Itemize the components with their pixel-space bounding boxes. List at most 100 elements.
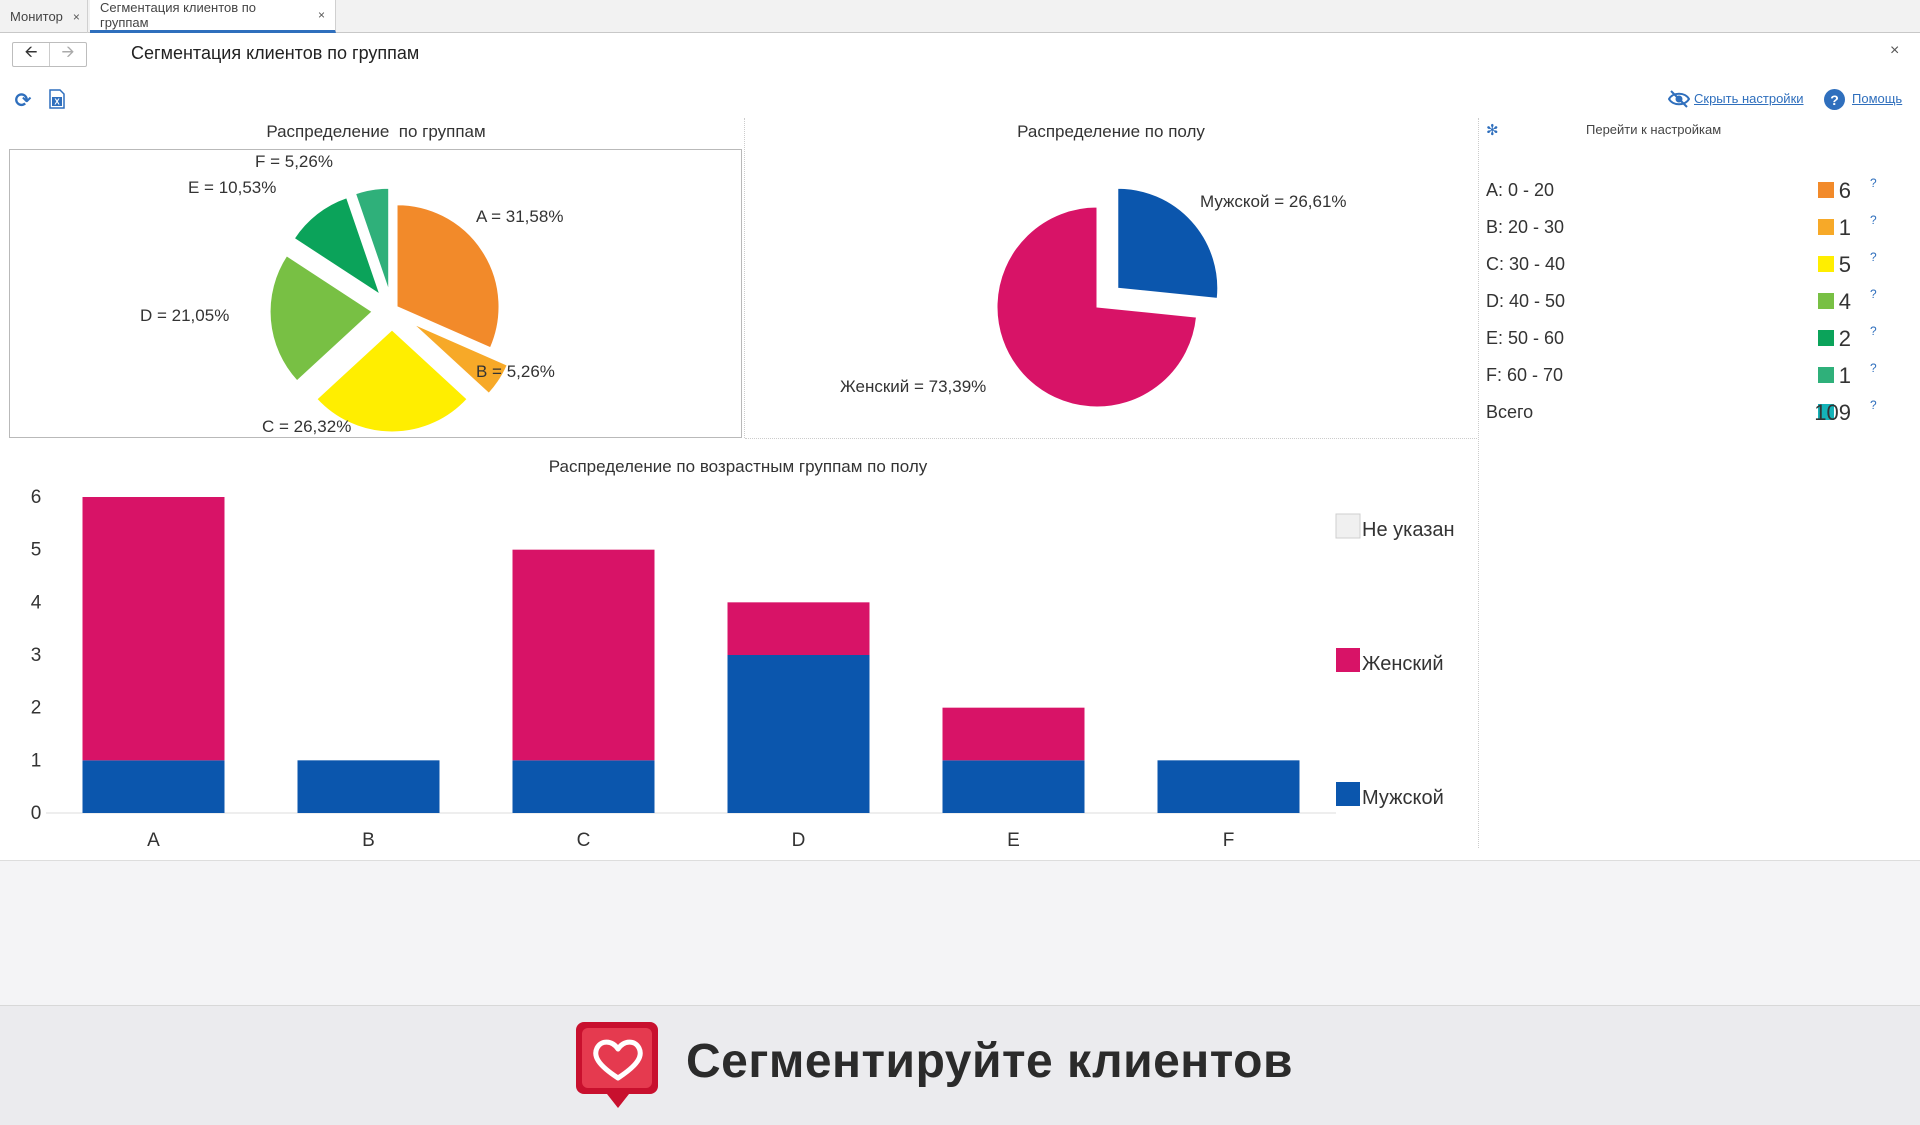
group-label: C: 30 - 40 — [1486, 254, 1566, 274]
svg-text:X: X — [54, 98, 60, 107]
y-tick-label: 5 — [31, 540, 42, 561]
tab-strip: Монитор × Сегментация клиентов по группа… — [0, 0, 1920, 33]
x-tick-label: F — [1223, 830, 1235, 851]
help-mark-icon[interactable]: ? — [1870, 250, 1877, 264]
divider — [744, 118, 745, 438]
group-swatch — [1818, 256, 1834, 272]
eye-hidden-icon[interactable] — [1667, 89, 1691, 114]
pie-slice-c[interactable] — [316, 329, 468, 433]
pie-label-d: D = 21,05% — [140, 306, 230, 325]
pie-slice-d[interactable] — [269, 255, 373, 382]
back-button[interactable]: 🡨 — [13, 43, 50, 66]
tab-label: Монитор — [10, 9, 63, 24]
forward-button[interactable]: 🡪 — [50, 43, 86, 66]
group-count: 1 — [1838, 215, 1851, 240]
group-label: E: 50 - 60 — [1486, 328, 1565, 348]
pie-charts — [269, 187, 1219, 433]
promo-banner — [0, 1005, 1920, 1125]
legend-swatch — [1336, 648, 1360, 672]
help-mark-icon[interactable]: ? — [1870, 398, 1877, 412]
history-nav: 🡨 🡪 — [12, 42, 87, 67]
close-tab-icon[interactable]: × — [72, 9, 80, 24]
help-mark-icon[interactable]: ? — [1870, 213, 1877, 227]
goto-settings-link[interactable]: Перейти к настройкам — [1586, 122, 1722, 137]
total-count: 109 — [1814, 400, 1851, 425]
group-row: A: 0 - 20 6 ? — [1486, 176, 1906, 206]
bar-d-series-1[interactable] — [727, 602, 870, 655]
arrow-right-icon: 🡪 — [61, 44, 75, 61]
group-swatch — [1818, 330, 1834, 346]
x-tick-label: A — [147, 830, 160, 851]
bar-b-series-0[interactable] — [297, 760, 440, 813]
legend-label: Женский — [1362, 653, 1443, 675]
y-tick-label: 1 — [31, 750, 42, 771]
y-tick-label: 4 — [31, 592, 42, 613]
gear-icon[interactable]: ✻ — [1486, 122, 1499, 139]
bar-f-series-0[interactable] — [1157, 760, 1300, 813]
bar-d-series-0[interactable] — [727, 655, 870, 813]
bar-chart-title: Распределение по возрастным группам по п… — [548, 457, 928, 476]
total-label: Всего — [1486, 402, 1534, 422]
group-row: D: 40 - 50 4 ? — [1486, 287, 1906, 317]
pie-slice-male[interactable] — [1117, 187, 1219, 299]
pie-label-e: E = 10,53% — [188, 178, 277, 197]
close-icon[interactable]: × — [1890, 42, 1900, 59]
help-icon[interactable]: ? — [1824, 89, 1845, 110]
empty-area — [0, 860, 1920, 1005]
excel-export-icon[interactable]: X — [47, 89, 67, 109]
bar-e-series-1[interactable] — [942, 707, 1085, 761]
group-swatch — [1818, 182, 1834, 198]
close-tab-icon[interactable]: × — [317, 8, 325, 22]
y-tick-label: 2 — [31, 698, 42, 719]
group-row: B: 20 - 30 1 ? — [1486, 213, 1906, 243]
legend-label: Мужской — [1362, 787, 1444, 809]
group-row: C: 30 - 40 5 ? — [1486, 250, 1906, 280]
groups-chart-title: Распределение по группам — [266, 122, 486, 141]
group-label: A: 0 - 20 — [1486, 180, 1555, 200]
x-tick-label: C — [577, 830, 591, 851]
help-mark-icon[interactable]: ? — [1870, 361, 1877, 375]
heart-badge-icon — [573, 1020, 663, 1115]
help-mark-icon[interactable]: ? — [1870, 324, 1877, 338]
group-count: 5 — [1838, 252, 1851, 277]
banner-text: Сегментируйте клиентов — [686, 1035, 1293, 1088]
pie-label-male: Мужской = 26,61% — [1200, 192, 1347, 211]
x-tick-label: E — [1007, 830, 1020, 851]
group-label: B: 20 - 30 — [1486, 217, 1565, 237]
group-count: 6 — [1838, 178, 1851, 203]
help-mark-icon[interactable]: ? — [1870, 176, 1877, 190]
groups-chart-frame — [9, 149, 742, 438]
legend-swatch — [1335, 513, 1361, 539]
hide-settings-link[interactable]: Скрыть настройки — [1694, 91, 1804, 106]
group-label: D: 40 - 50 — [1486, 291, 1566, 311]
group-row: E: 50 - 60 2 ? — [1486, 324, 1906, 354]
help-link[interactable]: Помощь — [1852, 91, 1903, 106]
pie-slice-f[interactable] — [354, 187, 390, 291]
bar-a-series-0[interactable] — [82, 760, 225, 813]
group-swatch — [1818, 367, 1834, 383]
group-swatch — [1818, 293, 1834, 309]
group-count: 1 — [1838, 363, 1851, 388]
pie-slice-a[interactable] — [396, 204, 500, 349]
total-swatch — [1818, 404, 1834, 420]
pie-slice-female[interactable] — [996, 206, 1198, 408]
bar-c-series-0[interactable] — [512, 760, 655, 813]
group-row: F: 60 - 70 1 ? — [1486, 361, 1906, 391]
pie-label-c: C = 26,32% — [262, 417, 352, 436]
refresh-icon[interactable]: ⟳ — [14, 89, 32, 112]
group-count: 2 — [1838, 326, 1851, 351]
bar-c-series-1[interactable] — [512, 549, 655, 761]
bar-e-series-0[interactable] — [942, 760, 1085, 813]
bar-a-series-1[interactable] — [82, 497, 225, 761]
x-tick-label: B — [362, 830, 375, 851]
divider — [745, 438, 1477, 439]
tab-label: Сегментация клиентов по группам — [100, 0, 257, 30]
legend-swatch — [1336, 782, 1360, 806]
tab-monitor[interactable]: Монитор × — [0, 0, 88, 33]
pie-slice-b[interactable] — [413, 323, 508, 394]
tab-segmentation[interactable]: Сегментация клиентов по группам × — [90, 0, 336, 33]
help-mark-icon[interactable]: ? — [1870, 287, 1877, 301]
divider — [1478, 118, 1479, 848]
pie-slice-e[interactable] — [293, 197, 381, 296]
group-count: 4 — [1838, 289, 1851, 314]
